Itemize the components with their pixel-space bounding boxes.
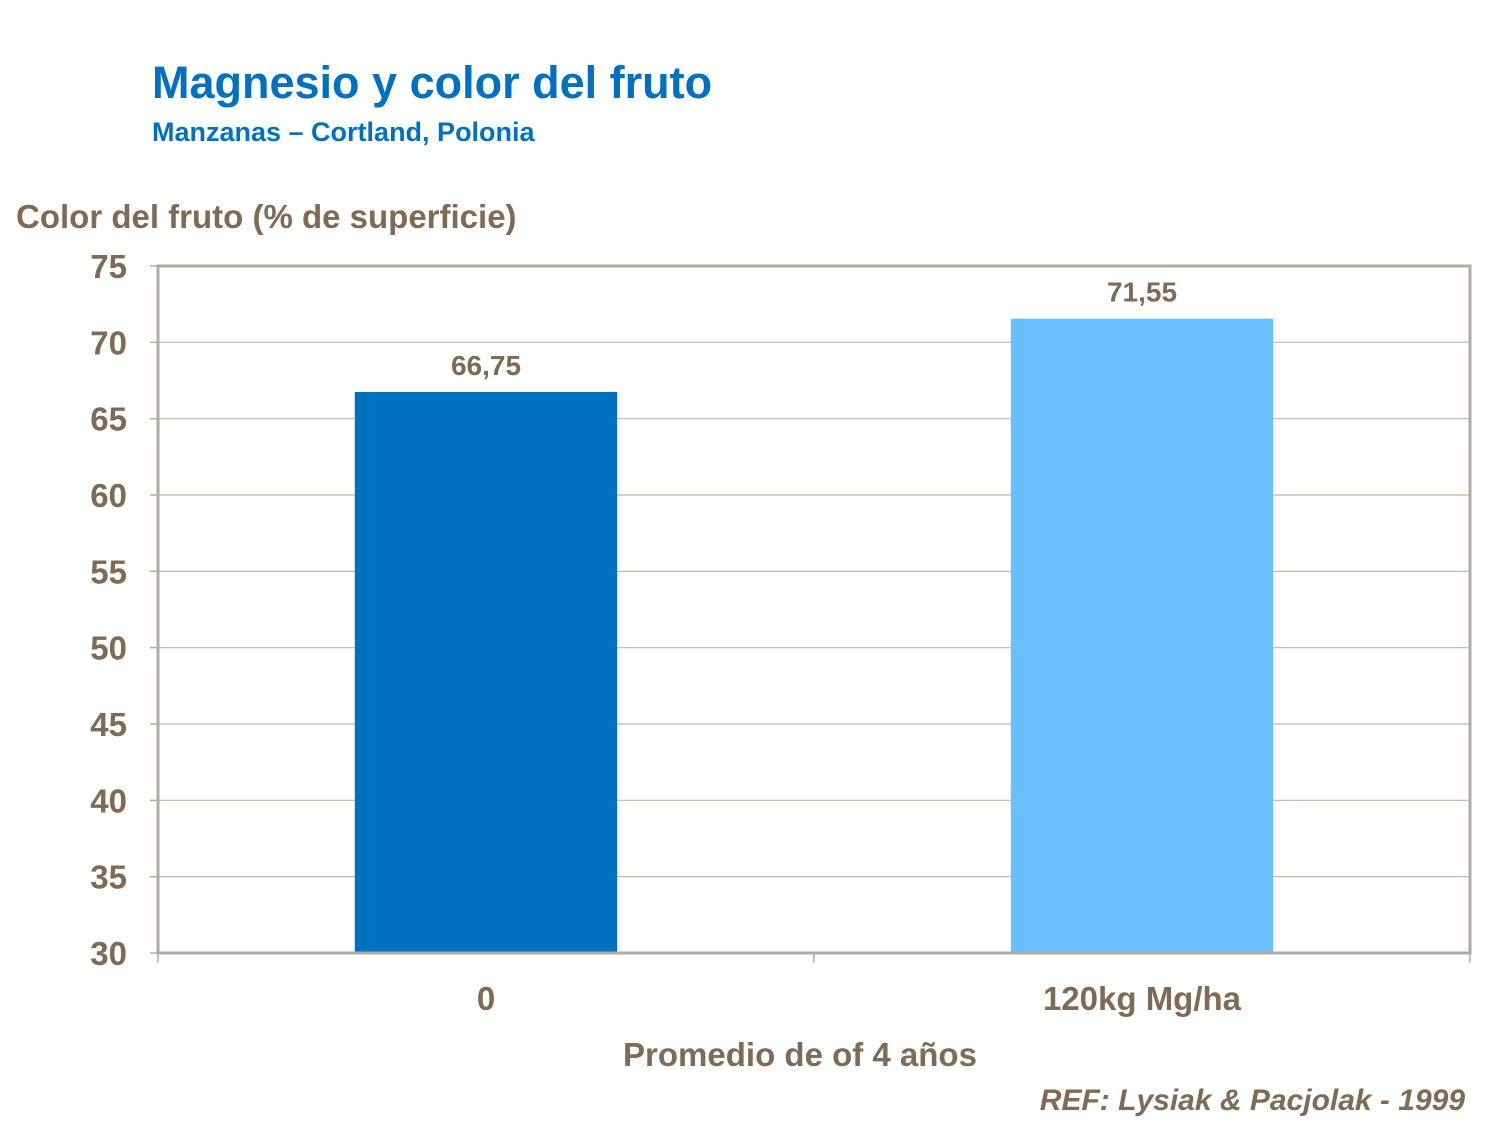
reference-note: REF: Lysiak & Pacjolak - 1999 xyxy=(1040,1084,1466,1117)
bar xyxy=(354,391,618,953)
y-tick-label: 75 xyxy=(90,248,127,285)
y-axis-label: Color del fruto (% de superficie) xyxy=(16,198,517,235)
bar xyxy=(1010,318,1274,953)
y-tick-label: 60 xyxy=(90,477,127,514)
chart-title: Magnesio y color del fruto xyxy=(152,57,712,108)
data-label: 66,75 xyxy=(451,350,521,381)
y-tick-label: 45 xyxy=(90,706,127,743)
y-tick-label: 65 xyxy=(90,401,127,438)
y-tick-label: 35 xyxy=(90,859,127,896)
x-ticks: 0 120kg Mg/ha xyxy=(157,953,1471,1017)
y-ticks: 30 35 40 45 50 55 60 65 70 75 xyxy=(90,248,158,972)
x-axis-label: Promedio de of 4 años xyxy=(623,1036,977,1073)
x-tick-label: 120kg Mg/ha xyxy=(1043,980,1242,1017)
data-labels: 66,75 71,55 xyxy=(451,277,1177,381)
y-tick-label: 40 xyxy=(90,782,127,819)
y-tick-label: 50 xyxy=(90,630,127,667)
data-label: 71,55 xyxy=(1107,277,1177,308)
y-tick-label: 70 xyxy=(90,324,127,361)
y-tick-label: 55 xyxy=(90,553,127,590)
bars xyxy=(354,318,1274,953)
x-tick-label: 0 xyxy=(477,980,495,1017)
y-tick-label: 30 xyxy=(90,935,127,972)
chart-subtitle: Manzanas – Cortland, Polonia xyxy=(152,117,536,147)
